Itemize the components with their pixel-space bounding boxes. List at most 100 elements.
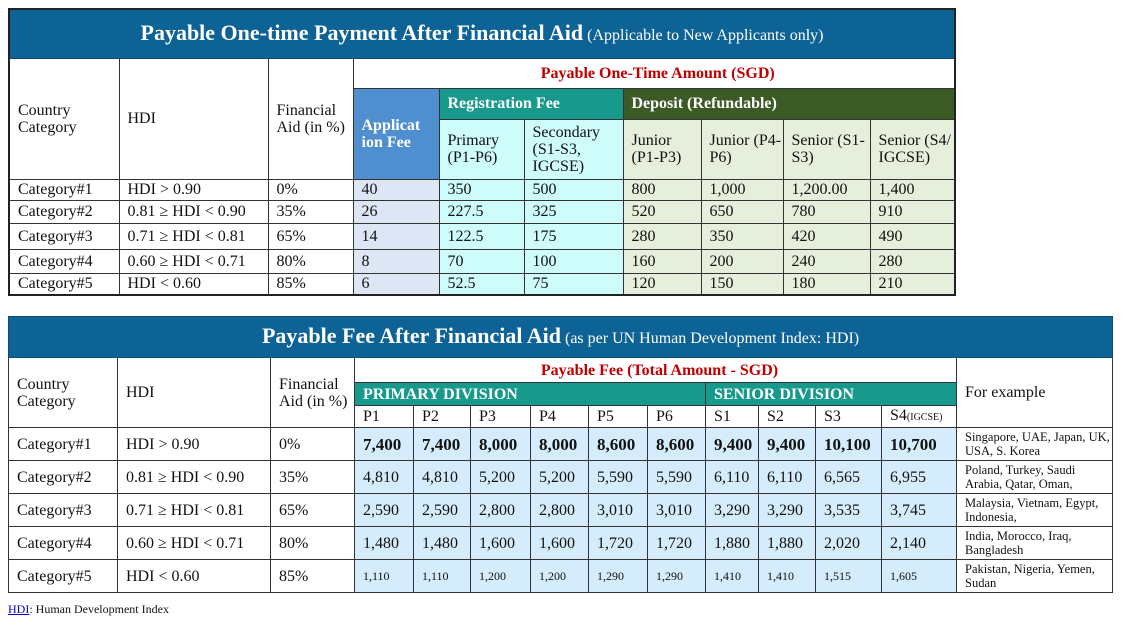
col-for-example: For example xyxy=(955,357,1114,428)
col-grade-2: P3 xyxy=(470,405,531,428)
col-financial-aid: Financial Aid (in %) xyxy=(270,357,355,428)
fee-cell: 3,535 xyxy=(815,493,882,527)
cell: Category#2 xyxy=(8,199,120,224)
senior-division-header: SENIOR DIVISION xyxy=(705,382,957,406)
cell: 6 xyxy=(352,272,440,296)
example-countries: Malaysia, Vietnam, Egypt, Indonesia, xyxy=(955,493,1114,527)
fee-cell: 6,955 xyxy=(881,460,957,494)
table-row: Category#5 HDI < 0.60 85% 1,110 1,110 1,200 1,… xyxy=(8,559,1114,593)
cell: Category#3 xyxy=(8,493,118,527)
table-title: Payable Fee After Financial Aid (as per … xyxy=(7,316,1114,358)
cell: 1,000 xyxy=(700,178,784,201)
col-grade-1: P2 xyxy=(413,405,471,428)
fee-cell: 1,200 xyxy=(470,559,531,593)
cell: HDI < 0.60 xyxy=(118,272,269,296)
cell: 350 xyxy=(700,222,784,250)
fee-cell: 2,590 xyxy=(413,493,471,527)
cell: 0% xyxy=(270,427,355,461)
fee-cell: 10,700 xyxy=(881,427,957,461)
fee-cell: 1,110 xyxy=(354,559,414,593)
fee-cell: 2,140 xyxy=(881,526,957,560)
cell: 0.60 ≥ HDI < 0.71 xyxy=(118,248,269,274)
fee-cell: 8,000 xyxy=(530,427,589,461)
table-row: Category#5 HDI < 0.60 85% 6 52.5 75 120 150 180 2… xyxy=(8,272,956,296)
table-row: Category#3 0.71 ≥ HDI < 0.81 65% 2,590 2,590… xyxy=(8,493,1114,527)
fee-cell: 1,720 xyxy=(647,526,706,560)
cell: 490 xyxy=(869,222,956,250)
fee-cell: 5,200 xyxy=(530,460,589,494)
table-row: Category#4 0.60 ≥ HDI < 0.71 80% 8 70 100 160 2… xyxy=(8,248,956,274)
amount-header: Payable Fee (Total Amount - SGD) xyxy=(354,357,957,383)
cell: 200 xyxy=(700,248,784,274)
col-grade-7: S2 xyxy=(758,405,816,428)
fee-cell: 7,400 xyxy=(354,427,414,461)
payable-fee-table: Payable Fee After Financial Aid (as per … xyxy=(7,316,1114,593)
table-row: Category#2 0.81 ≥ HDI < 0.90 35% 4,810 4,810… xyxy=(8,460,1114,494)
col-grade-8: S3 xyxy=(815,405,882,428)
cell: 80% xyxy=(267,248,354,274)
fee-cell: 1,720 xyxy=(588,526,648,560)
hdi-link[interactable]: HDI xyxy=(8,602,30,616)
cell: 8 xyxy=(352,248,440,274)
fee-cell: 3,010 xyxy=(588,493,648,527)
fee-cell: 5,200 xyxy=(470,460,531,494)
fee-cell: 3,745 xyxy=(881,493,957,527)
fee-cell: 5,590 xyxy=(647,460,706,494)
table-row: Category#1 HDI > 0.90 0% 40 350 500 800 1,000 1,… xyxy=(8,178,956,201)
one-time-payment-table: Payable One-time Payment After Financial… xyxy=(8,8,956,296)
cell: 1,400 xyxy=(869,178,956,201)
cell: 0% xyxy=(267,178,354,201)
cell: 210 xyxy=(869,272,956,296)
fee-cell: 1,880 xyxy=(758,526,816,560)
cell: HDI > 0.90 xyxy=(117,427,271,461)
cell: 52.5 xyxy=(438,272,525,296)
cell: HDI < 0.60 xyxy=(117,559,271,593)
fee-cell: 1,480 xyxy=(354,526,414,560)
table-row: Category#2 0.81 ≥ HDI < 0.90 35% 26 227.5 325… xyxy=(8,199,956,224)
cell: 122.5 xyxy=(438,222,525,250)
fee-cell: 4,810 xyxy=(354,460,414,494)
fee-cell: 5,590 xyxy=(588,460,648,494)
table-row: Category#1 HDI > 0.90 0% 7,400 7,400 8,000 8,0… xyxy=(8,427,1114,461)
cell: 40 xyxy=(352,178,440,201)
cell: 26 xyxy=(352,199,440,224)
cell: 65% xyxy=(267,222,354,250)
cell: 1,200.00 xyxy=(782,178,871,201)
cell: 70 xyxy=(438,248,525,274)
cell: 650 xyxy=(700,199,784,224)
cell: Category#4 xyxy=(8,526,118,560)
cell: 65% xyxy=(270,493,355,527)
registration-fee-header: Registration Fee xyxy=(438,87,624,120)
cell: 910 xyxy=(869,199,956,224)
col-deposit-1: Junior (P4-P6) xyxy=(700,118,784,180)
example-countries: Poland, Turkey, Saudi Arabia, Qatar, Oma… xyxy=(955,460,1114,494)
col-application-fee: Applicat ion Fee xyxy=(352,87,440,180)
fee-cell: 2,800 xyxy=(530,493,589,527)
fee-cell: 6,565 xyxy=(815,460,882,494)
footnote: HDI: Human Development Index xyxy=(8,602,169,616)
cell: 0.81 ≥ HDI < 0.90 xyxy=(118,199,269,224)
fee-cell: 1,290 xyxy=(647,559,706,593)
primary-division-header: PRIMARY DIVISION xyxy=(354,382,706,406)
fee-cell: 8,000 xyxy=(470,427,531,461)
fee-cell: 9,400 xyxy=(758,427,816,461)
fee-cell: 2,020 xyxy=(815,526,882,560)
cell: Category#2 xyxy=(8,460,118,494)
cell: 800 xyxy=(622,178,702,201)
cell: 780 xyxy=(782,199,871,224)
fee-cell: 1,605 xyxy=(881,559,957,593)
fee-cell: 2,590 xyxy=(354,493,414,527)
amount-header: Payable One-Time Amount (SGD) xyxy=(352,57,956,89)
cell: Category#5 xyxy=(8,272,120,296)
cell: 160 xyxy=(622,248,702,274)
col-grade-5: P6 xyxy=(647,405,706,428)
cell: 520 xyxy=(622,199,702,224)
fee-cell: 1,600 xyxy=(470,526,531,560)
fee-cell: 1,600 xyxy=(530,526,589,560)
fee-cell: 8,600 xyxy=(647,427,706,461)
cell: 80% xyxy=(270,526,355,560)
col-grade-0: P1 xyxy=(354,405,414,428)
fee-cell: 1,480 xyxy=(413,526,471,560)
cell: 280 xyxy=(869,248,956,274)
col-deposit-0: Junior (P1-P3) xyxy=(622,118,702,180)
